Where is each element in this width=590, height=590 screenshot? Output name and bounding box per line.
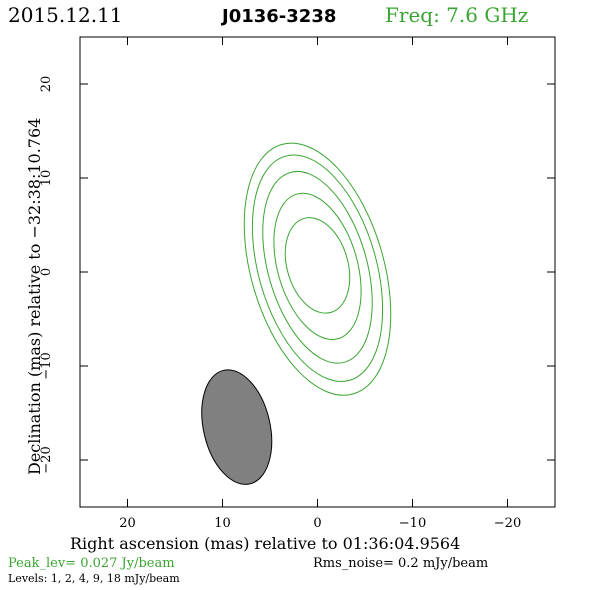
y-tick-label: 0	[39, 268, 54, 276]
x-tick-label: 0	[313, 516, 321, 531]
x-tick-label: −10	[399, 516, 426, 531]
y-tick-label: 20	[39, 76, 54, 93]
contour-level-9	[273, 192, 362, 340]
x-tick-label: 10	[214, 516, 231, 531]
source-name: J0136-3238	[220, 6, 336, 27]
y-tick-label: −10	[39, 352, 54, 379]
frequency-label: Freq: 7.6 GHz	[385, 3, 528, 27]
beam-ellipse	[201, 369, 273, 485]
contour-level-4	[262, 170, 373, 364]
y-axis-label: Declination (mas) relative to −32:38:10.…	[25, 118, 44, 475]
y-tick-label: 10	[39, 170, 54, 187]
contour-levels: Levels: 1, 2, 4, 9, 18 mJy/beam	[8, 572, 180, 585]
contour-level-18	[284, 217, 351, 314]
contour-level-1	[243, 142, 392, 396]
observation-date: 2015.12.11	[8, 3, 123, 27]
contour-level-2	[251, 154, 384, 382]
x-axis-label: Right ascension (mas) relative to 01:36:…	[70, 534, 460, 553]
x-tick-label: −20	[494, 516, 521, 531]
x-tick-label: 20	[119, 516, 136, 531]
rms-noise: Rms_noise= 0.2 mJy/beam	[313, 556, 488, 571]
peak-level: Peak_lev= 0.027 Jy/beam	[8, 556, 175, 571]
y-tick-label: −20	[39, 446, 54, 473]
plot-frame	[79, 36, 556, 508]
